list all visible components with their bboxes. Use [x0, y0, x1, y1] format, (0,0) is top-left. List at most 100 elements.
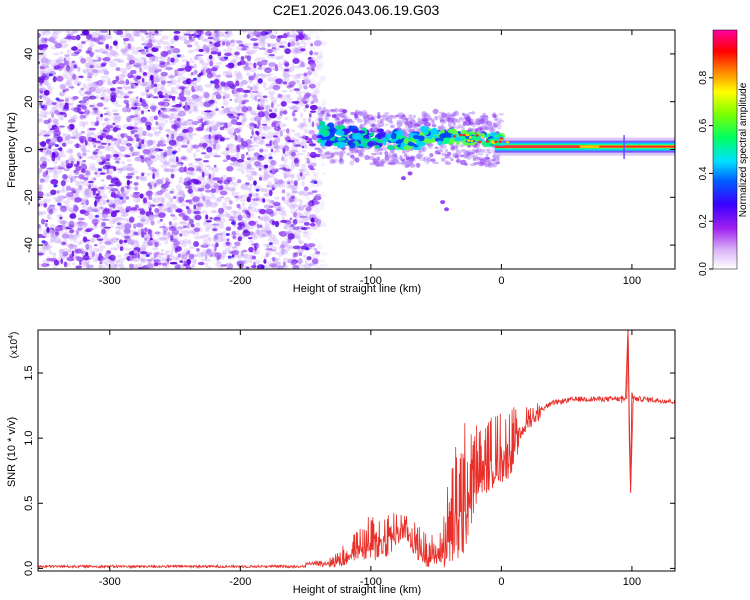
spectrogram-noise-cell	[256, 126, 260, 129]
spectrogram-noise-cell	[126, 54, 133, 57]
spectrogram-noise-cell	[270, 145, 275, 149]
spectrogram-noise-cell	[92, 208, 99, 213]
spectrogram-noise-cell	[139, 245, 147, 252]
spectrogram-noise-cell	[145, 254, 150, 258]
spectrogram-noise-cell	[273, 135, 278, 138]
spectrogram-noise-cell	[150, 126, 158, 131]
spectrogram-noise-cell	[122, 213, 128, 218]
spectrogram-noise-cell	[290, 30, 296, 34]
spectrogram-noise-cell	[217, 236, 224, 242]
spectrogram-noise-cell	[61, 142, 67, 147]
spectrogram-noise-cell	[180, 156, 187, 160]
spectrogram-noise-cell	[311, 133, 319, 141]
spectrogram-noise-cell	[321, 99, 327, 106]
spectrogram-noise-cell	[303, 186, 309, 191]
spectrogram-noise-cell	[280, 101, 287, 107]
spectrogram-noise-cell	[165, 201, 172, 208]
spectrogram-noise-cell	[218, 185, 223, 191]
spectrogram-noise-cell	[147, 201, 151, 206]
spectrogram-signal-cell	[341, 116, 346, 119]
spectrogram-noise-cell	[124, 46, 129, 52]
spectrogram-noise-cell	[226, 154, 231, 161]
spectrogram-noise-cell	[64, 81, 71, 87]
spectrogram-noise-cell	[115, 104, 122, 108]
spectrogram-noise-cell	[116, 86, 123, 90]
spectrogram-noise-cell	[129, 38, 135, 43]
spectrogram-noise-cell	[166, 81, 173, 84]
spectrogram-noise-cell	[288, 224, 297, 231]
spectrogram-signal-cell	[467, 145, 471, 148]
spectrogram-noise-cell	[189, 245, 195, 250]
spectrogram-noise-cell	[65, 192, 74, 198]
spectrogram-signal-cell	[339, 152, 345, 157]
spectrogram-noise-cell	[235, 232, 242, 237]
spectrogram-noise-cell	[150, 238, 156, 245]
spectrogram-signal-cell	[334, 107, 338, 113]
spectrogram-noise-cell	[161, 35, 169, 40]
spectrogram-noise-cell	[276, 116, 282, 120]
spectrogram-noise-cell	[77, 224, 84, 228]
spectrogram-noise-cell	[316, 53, 322, 60]
spectrogram-signal-core	[599, 145, 675, 148]
spectrogram-noise-cell	[178, 166, 186, 173]
spectrogram-noise-cell	[162, 164, 171, 167]
spectrogram-noise-cell	[64, 60, 70, 67]
spectrogram-noise-cell	[197, 163, 204, 169]
spectrogram-noise-cell	[235, 122, 243, 126]
spectrogram-signal-cell	[388, 115, 395, 118]
spectrogram-noise-cell	[279, 244, 286, 249]
spectrogram-noise-cell	[152, 246, 159, 251]
spectrogram-signal-cell	[454, 110, 458, 114]
spectrogram-noise-cell	[108, 184, 116, 187]
spectrogram-noise-cell	[113, 153, 120, 158]
spectrogram-noise-cell	[119, 266, 128, 269]
spectrogram-noise-cell	[212, 228, 218, 232]
spectrogram-noise-cell	[198, 49, 204, 52]
spectrogram-noise-cell	[293, 180, 298, 186]
spectrogram-noise-cell	[142, 72, 148, 76]
spectrogram-noise-cell	[192, 102, 199, 109]
spectrogram-noise-cell	[268, 242, 273, 246]
spectrogram-noise-cell	[211, 92, 216, 99]
spectrogram-noise-cell	[262, 82, 267, 89]
spectrogram-noise-cell	[243, 223, 250, 230]
spectrogram-noise-cell	[85, 50, 91, 54]
spectrogram-noise-cell	[184, 40, 190, 45]
spectrogram-noise-cell	[212, 33, 216, 36]
spectrogram-noise-cell	[151, 256, 157, 261]
spectrogram-noise-cell	[70, 157, 75, 162]
spectrogram-noise-cell	[281, 209, 287, 215]
spectrogram-noise-cell	[248, 75, 255, 81]
spectrogram-noise-cell	[82, 69, 87, 74]
spectrogram-noise-cell	[84, 244, 93, 249]
spectrogram-noise-cell	[294, 251, 299, 257]
spectrogram-noise-cell	[202, 221, 207, 227]
spectrogram-noise-cell	[319, 30, 327, 33]
spectrogram-noise-cell	[163, 192, 171, 199]
spectrogram-noise-cell	[274, 47, 281, 51]
spectrogram-signal-cell	[325, 109, 330, 114]
spectrogram-noise-cell	[194, 40, 199, 47]
spectrogram-signal-cell	[415, 162, 421, 168]
spectrogram-noise-cell	[253, 85, 259, 91]
spectrogram-noise-cell	[115, 99, 119, 105]
spectrogram-noise-cell	[72, 45, 77, 52]
spectrogram-signal-cell	[470, 127, 475, 132]
spectrogram-noise-cell	[199, 59, 204, 64]
spectrogram-noise-cell	[311, 87, 319, 94]
spectrogram-noise-cell	[261, 136, 266, 139]
spectrogram-noise-cell	[100, 222, 106, 227]
spectrogram-noise-cell	[196, 126, 205, 132]
spectrogram-noise-cell	[96, 238, 104, 241]
spectrogram-noise-cell	[262, 95, 268, 98]
spectrogram-noise-cell	[166, 134, 169, 138]
spectrogram-noise-cell	[113, 259, 121, 263]
spectrogram-noise-cell	[161, 176, 166, 181]
spectrogram-noise-cell	[135, 204, 139, 209]
spectrogram-noise-cell	[85, 64, 91, 69]
spectrogram-noise-cell	[168, 75, 176, 78]
spectrogram-noise-cell	[280, 54, 284, 59]
spectrogram-noise-cell	[208, 173, 211, 180]
spectrogram-signal-cell	[474, 121, 481, 125]
spectrogram-noise-cell	[224, 247, 231, 252]
